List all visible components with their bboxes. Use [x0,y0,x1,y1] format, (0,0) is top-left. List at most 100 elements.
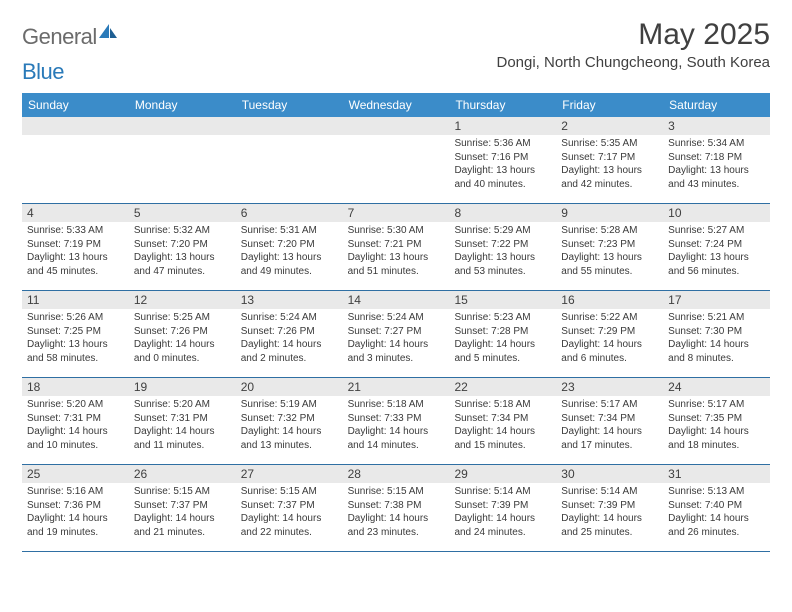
day-number: 12 [129,291,236,309]
logo-sail-icon [99,24,117,38]
day-info: Sunrise: 5:16 AMSunset: 7:36 PMDaylight:… [27,485,124,539]
day-cell: 3 Sunrise: 5:34 AMSunset: 7:18 PMDaylight… [663,117,770,203]
day-info: Sunrise: 5:34 AMSunset: 7:18 PMDaylight:… [668,137,765,191]
day-cell: 29 Sunrise: 5:14 AMSunset: 7:39 PMDayligh… [449,465,556,551]
dow-tue: Tuesday [236,93,343,117]
day-number: 5 [129,204,236,222]
day-cell: 14 Sunrise: 5:24 AMSunset: 7:27 PMDayligh… [343,291,450,377]
day-number: 20 [236,378,343,396]
day-number: 28 [343,465,450,483]
day-info: Sunrise: 5:28 AMSunset: 7:23 PMDaylight:… [561,224,658,278]
day-number [343,117,450,135]
day-number: 31 [663,465,770,483]
day-number: 26 [129,465,236,483]
day-cell: 26 Sunrise: 5:15 AMSunset: 7:37 PMDayligh… [129,465,236,551]
day-info: Sunrise: 5:21 AMSunset: 7:30 PMDaylight:… [668,311,765,365]
day-cell: 19 Sunrise: 5:20 AMSunset: 7:31 PMDayligh… [129,378,236,464]
day-cell: 8 Sunrise: 5:29 AMSunset: 7:22 PMDaylight… [449,204,556,290]
day-info: Sunrise: 5:27 AMSunset: 7:24 PMDaylight:… [668,224,765,278]
day-info: Sunrise: 5:24 AMSunset: 7:26 PMDaylight:… [241,311,338,365]
dow-thu: Thursday [449,93,556,117]
day-cell: 31 Sunrise: 5:13 AMSunset: 7:40 PMDayligh… [663,465,770,551]
day-cell: 23Sunrise: 5:17 AMSunset: 7:34 PMDayligh… [556,378,663,464]
day-info: Sunrise: 5:15 AMSunset: 7:37 PMDaylight:… [241,485,338,539]
day-cell: 7Sunrise: 5:30 AMSunset: 7:21 PMDaylight… [343,204,450,290]
day-cell: 12 Sunrise: 5:25 AMSunset: 7:26 PMDayligh… [129,291,236,377]
day-cell: 5Sunrise: 5:32 AMSunset: 7:20 PMDaylight… [129,204,236,290]
day-info: Sunrise: 5:18 AMSunset: 7:33 PMDaylight:… [348,398,445,452]
day-info: Sunrise: 5:29 AMSunset: 7:22 PMDaylight:… [454,224,551,278]
logo-text-2: Blue [22,59,64,85]
day-cell: 24 Sunrise: 5:17 AMSunset: 7:35 PMDayligh… [663,378,770,464]
day-info: Sunrise: 5:13 AMSunset: 7:40 PMDaylight:… [668,485,765,539]
day-number: 6 [236,204,343,222]
day-info: Sunrise: 5:36 AMSunset: 7:16 PMDaylight:… [454,137,551,191]
day-number: 9 [556,204,663,222]
day-cell: 20 Sunrise: 5:19 AMSunset: 7:32 PMDayligh… [236,378,343,464]
day-info: Sunrise: 5:22 AMSunset: 7:29 PMDaylight:… [561,311,658,365]
day-info: Sunrise: 5:14 AMSunset: 7:39 PMDaylight:… [454,485,551,539]
day-number: 14 [343,291,450,309]
day-info: Sunrise: 5:25 AMSunset: 7:26 PMDaylight:… [134,311,231,365]
day-cell: 11Sunrise: 5:26 AMSunset: 7:25 PMDayligh… [22,291,129,377]
day-number: 3 [663,117,770,135]
day-number: 29 [449,465,556,483]
day-number [236,117,343,135]
day-info: Sunrise: 5:33 AMSunset: 7:19 PMDaylight:… [27,224,124,278]
day-cell: 16Sunrise: 5:22 AMSunset: 7:29 PMDayligh… [556,291,663,377]
day-info: Sunrise: 5:30 AMSunset: 7:21 PMDaylight:… [348,224,445,278]
day-cell: 4 Sunrise: 5:33 AMSunset: 7:19 PMDaylight… [22,204,129,290]
logo-text-1: General [22,24,97,50]
day-number: 22 [449,378,556,396]
day-cell: 18Sunrise: 5:20 AMSunset: 7:31 PMDayligh… [22,378,129,464]
week-row: 18 Sunrise: 5:20 AMSunset: 7:31 PMDayligh… [22,378,770,465]
day-info: Sunrise: 5:19 AMSunset: 7:32 PMDaylight:… [241,398,338,452]
day-info: Sunrise: 5:24 AMSunset: 7:27 PMDaylight:… [348,311,445,365]
day-info: Sunrise: 5:15 AMSunset: 7:37 PMDaylight:… [134,485,231,539]
day-info: Sunrise: 5:31 AMSunset: 7:20 PMDaylight:… [241,224,338,278]
day-number: 24 [663,378,770,396]
week-row: 1 Sunrise: 5:36 AMSunset: 7:16 PMDaylight… [22,117,770,204]
day-cell: 13 Sunrise: 5:24 AMSunset: 7:26 PMDayligh… [236,291,343,377]
day-number: 2 [556,117,663,135]
dow-sun: Sunday [22,93,129,117]
day-cell: 27 Sunrise: 5:15 AMSunset: 7:37 PMDayligh… [236,465,343,551]
day-number: 30 [556,465,663,483]
day-number: 17 [663,291,770,309]
day-info: Sunrise: 5:17 AMSunset: 7:35 PMDaylight:… [668,398,765,452]
day-info: Sunrise: 5:35 AMSunset: 7:17 PMDaylight:… [561,137,658,191]
day-cell: 9 Sunrise: 5:28 AMSunset: 7:23 PMDaylight… [556,204,663,290]
location: Dongi, North Chungcheong, South Korea [496,54,770,71]
day-number: 8 [449,204,556,222]
day-info: Sunrise: 5:14 AMSunset: 7:39 PMDaylight:… [561,485,658,539]
week-row: 25 Sunrise: 5:16 AMSunset: 7:36 PMDayligh… [22,465,770,552]
day-number: 19 [129,378,236,396]
day-number: 13 [236,291,343,309]
day-number: 18 [22,378,129,396]
day-info: Sunrise: 5:26 AMSunset: 7:25 PMDaylight:… [27,311,124,365]
day-info: Sunrise: 5:20 AMSunset: 7:31 PMDaylight:… [134,398,231,452]
day-number: 4 [22,204,129,222]
day-cell: 25 Sunrise: 5:16 AMSunset: 7:36 PMDayligh… [22,465,129,551]
day-info: Sunrise: 5:23 AMSunset: 7:28 PMDaylight:… [454,311,551,365]
dow-sat: Saturday [663,93,770,117]
dow-fri: Friday [556,93,663,117]
day-number: 10 [663,204,770,222]
logo: General [22,18,117,50]
day-cell: 28 Sunrise: 5:15 AMSunset: 7:38 PMDayligh… [343,465,450,551]
day-cell: 6 Sunrise: 5:31 AMSunset: 7:20 PMDaylight… [236,204,343,290]
week-row: 11Sunrise: 5:26 AMSunset: 7:25 PMDayligh… [22,291,770,378]
day-info: Sunrise: 5:18 AMSunset: 7:34 PMDaylight:… [454,398,551,452]
day-number: 25 [22,465,129,483]
calendar: Sunday Monday Tuesday Wednesday Thursday… [22,93,770,552]
week-row: 4 Sunrise: 5:33 AMSunset: 7:19 PMDaylight… [22,204,770,291]
day-number: 27 [236,465,343,483]
day-number: 1 [449,117,556,135]
dow-mon: Monday [129,93,236,117]
day-cell [22,117,129,203]
day-number: 23 [556,378,663,396]
day-number: 15 [449,291,556,309]
day-info: Sunrise: 5:15 AMSunset: 7:38 PMDaylight:… [348,485,445,539]
month-title: May 2025 [496,18,770,52]
day-number [129,117,236,135]
